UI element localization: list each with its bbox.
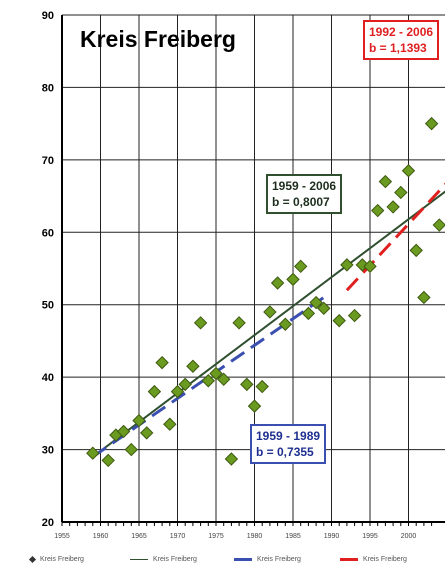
data-point xyxy=(201,374,216,388)
axes xyxy=(61,15,445,526)
x-tick-label: 2000 xyxy=(401,533,417,540)
y-tick-label: 30 xyxy=(42,445,54,457)
legend-label: Kreis Freiberg xyxy=(39,556,84,563)
data-points xyxy=(86,116,445,468)
x-tick-label: 1980 xyxy=(247,533,263,540)
legend-label: Kreis Freiberg xyxy=(362,556,407,563)
data-point xyxy=(193,316,208,330)
data-point xyxy=(417,290,431,305)
data-point xyxy=(340,258,354,272)
dashed-line-icon xyxy=(340,557,358,561)
legend-item-trend-full: Kreis Freiberg xyxy=(130,556,197,563)
data-point xyxy=(378,174,393,189)
trend-annotation-1992-2006: 1992 - 2006 b = 1,1393 xyxy=(363,20,440,60)
data-point xyxy=(86,446,100,460)
data-point xyxy=(301,306,316,321)
y-tick-label: 20 xyxy=(42,517,54,529)
data-point xyxy=(186,359,200,373)
data-point xyxy=(317,301,331,316)
y-tick-label: 40 xyxy=(42,372,54,384)
x-tick-label: 1975 xyxy=(208,533,224,540)
chart-title: Kreis Freiberg xyxy=(80,26,236,52)
data-point xyxy=(139,426,154,440)
legend-item-trend-early: Kreis Freiberg xyxy=(234,556,301,563)
data-point xyxy=(170,384,185,399)
trend-period-label: 1959 - 2006 xyxy=(272,179,337,193)
x-tick-label: 1955 xyxy=(54,533,70,540)
data-point xyxy=(263,305,277,319)
trend-slope-label: b = 0,8007 xyxy=(272,195,330,209)
trend-slope-label: b = 1,1393 xyxy=(369,41,427,55)
data-point xyxy=(370,203,385,218)
data-point xyxy=(363,259,377,274)
data-point xyxy=(232,316,246,330)
x-tick-label: 1970 xyxy=(170,533,186,540)
y-tick-label: 50 xyxy=(42,300,54,312)
data-point xyxy=(278,317,293,331)
legend-label: Kreis Freiberg xyxy=(256,556,301,563)
data-point xyxy=(401,164,416,178)
data-point xyxy=(424,116,439,131)
solid-line-icon xyxy=(130,558,148,560)
legend-item-points: Kreis Freiberg xyxy=(28,555,84,563)
data-point xyxy=(155,355,169,370)
data-point xyxy=(255,379,269,394)
data-point xyxy=(386,200,400,214)
x-tick-label: 1965 xyxy=(131,533,147,540)
trend-annotation-1959-1989: 1959 - 1989 b = 0,7355 xyxy=(250,424,327,464)
x-tick-label: 1990 xyxy=(324,533,340,540)
data-point xyxy=(101,453,115,468)
x-tick-label: 1995 xyxy=(362,533,378,540)
y-tick-label: 80 xyxy=(42,82,54,94)
data-point xyxy=(432,218,445,232)
data-point xyxy=(240,377,254,392)
x-tick-label: 1960 xyxy=(93,533,109,540)
data-point xyxy=(286,272,300,287)
data-point xyxy=(293,259,308,274)
tick-labels: 20 30 40 50 60 70 80 90 1955 1960 1965 1970 1975 1980… xyxy=(42,10,417,540)
data-point xyxy=(409,243,423,258)
trend-period-label: 1992 - 2006 xyxy=(369,25,434,39)
data-point xyxy=(270,276,285,290)
data-point xyxy=(116,424,131,439)
data-point xyxy=(394,185,408,200)
trend-annotation-1959-2006: 1959 - 2006 b = 0,8007 xyxy=(266,174,343,214)
legend-item-trend-late: Kreis Freiberg xyxy=(340,556,407,563)
data-point xyxy=(216,372,231,387)
data-point xyxy=(347,308,362,323)
trend-period-label: 1959 - 1989 xyxy=(256,429,321,443)
data-point xyxy=(332,313,346,328)
data-point xyxy=(178,377,192,392)
data-point xyxy=(247,399,262,413)
trend-line-0 xyxy=(92,190,445,458)
data-point xyxy=(147,384,162,399)
trend-slope-label: b = 0,7355 xyxy=(256,445,314,459)
legend-label: Kreis Freiberg xyxy=(152,556,197,563)
dashed-line-icon xyxy=(234,557,252,561)
y-tick-label: 60 xyxy=(42,227,54,239)
data-point xyxy=(309,295,323,310)
data-point xyxy=(124,442,139,457)
data-point xyxy=(132,413,146,428)
y-tick-label: 90 xyxy=(42,10,54,22)
data-point xyxy=(224,452,239,466)
data-point xyxy=(163,417,177,431)
trend-line-2 xyxy=(345,182,445,292)
data-point xyxy=(209,366,223,381)
diamond-marker-icon xyxy=(28,555,37,563)
y-tick-label: 70 xyxy=(42,155,54,167)
x-tick-label: 1985 xyxy=(285,533,301,540)
trend-lines xyxy=(91,182,445,459)
legend: Kreis Freiberg Kreis Freiberg Kreis Frei… xyxy=(0,553,445,571)
